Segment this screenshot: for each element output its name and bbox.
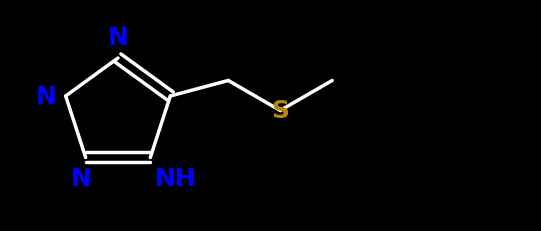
Text: N: N (71, 167, 91, 191)
Text: S: S (271, 99, 289, 123)
Text: N: N (36, 85, 57, 109)
Text: NH: NH (155, 167, 196, 191)
Text: N: N (108, 26, 128, 50)
